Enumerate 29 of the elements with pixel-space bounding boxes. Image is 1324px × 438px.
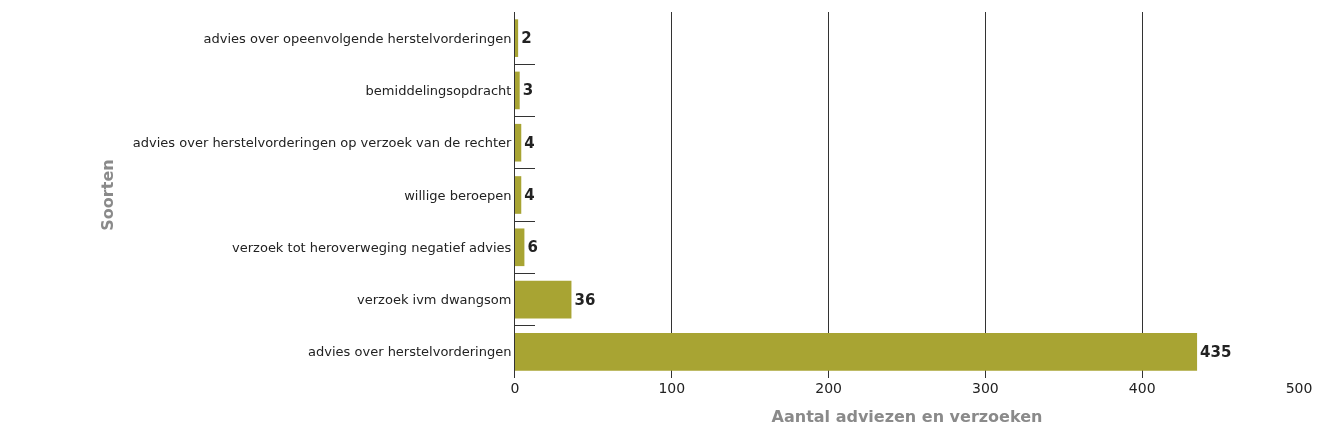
bar <box>515 176 522 214</box>
y-tick-label: advies over herstelvorderingen op verzoek van de rechter <box>132 135 513 151</box>
y-tick-label: advies over herstelvorderingen <box>308 344 512 360</box>
bar <box>515 228 525 267</box>
bar <box>515 71 520 110</box>
bar <box>515 123 522 162</box>
x-tick-label: 200 <box>815 380 842 396</box>
data-label: 2 <box>521 29 532 48</box>
bar <box>515 19 519 57</box>
x-tick-label: 500 <box>1285 380 1313 396</box>
x-tick-label: 300 <box>972 380 999 396</box>
bar <box>515 333 1198 371</box>
x-axis-title: Aantal adviezen en verzoeken <box>771 406 1043 426</box>
y-tick-label: advies over opeenvolgende herstelvorderingen <box>203 30 512 46</box>
data-label: 36 <box>574 290 596 309</box>
x-tick-label: 400 <box>1128 380 1156 396</box>
data-label: 4 <box>524 186 535 204</box>
data-label: 4 <box>524 133 535 152</box>
data-label: 3 <box>522 81 534 100</box>
y-tick-label: bemiddelingsopdracht <box>365 82 512 98</box>
y-axis-title: Soorten <box>97 159 117 231</box>
x-tick-label: 100 <box>658 380 686 396</box>
y-tick-label: willige beroepen <box>404 187 512 203</box>
x-tick-label: 0 <box>510 380 520 396</box>
bar <box>515 280 572 319</box>
y-tick-label: verzoek tot heroverweging negatief advies <box>232 239 512 255</box>
data-label: 435 <box>1200 342 1232 361</box>
data-label: 6 <box>527 238 538 257</box>
y-tick-label: verzoek ivm dwangsom <box>357 292 512 308</box>
